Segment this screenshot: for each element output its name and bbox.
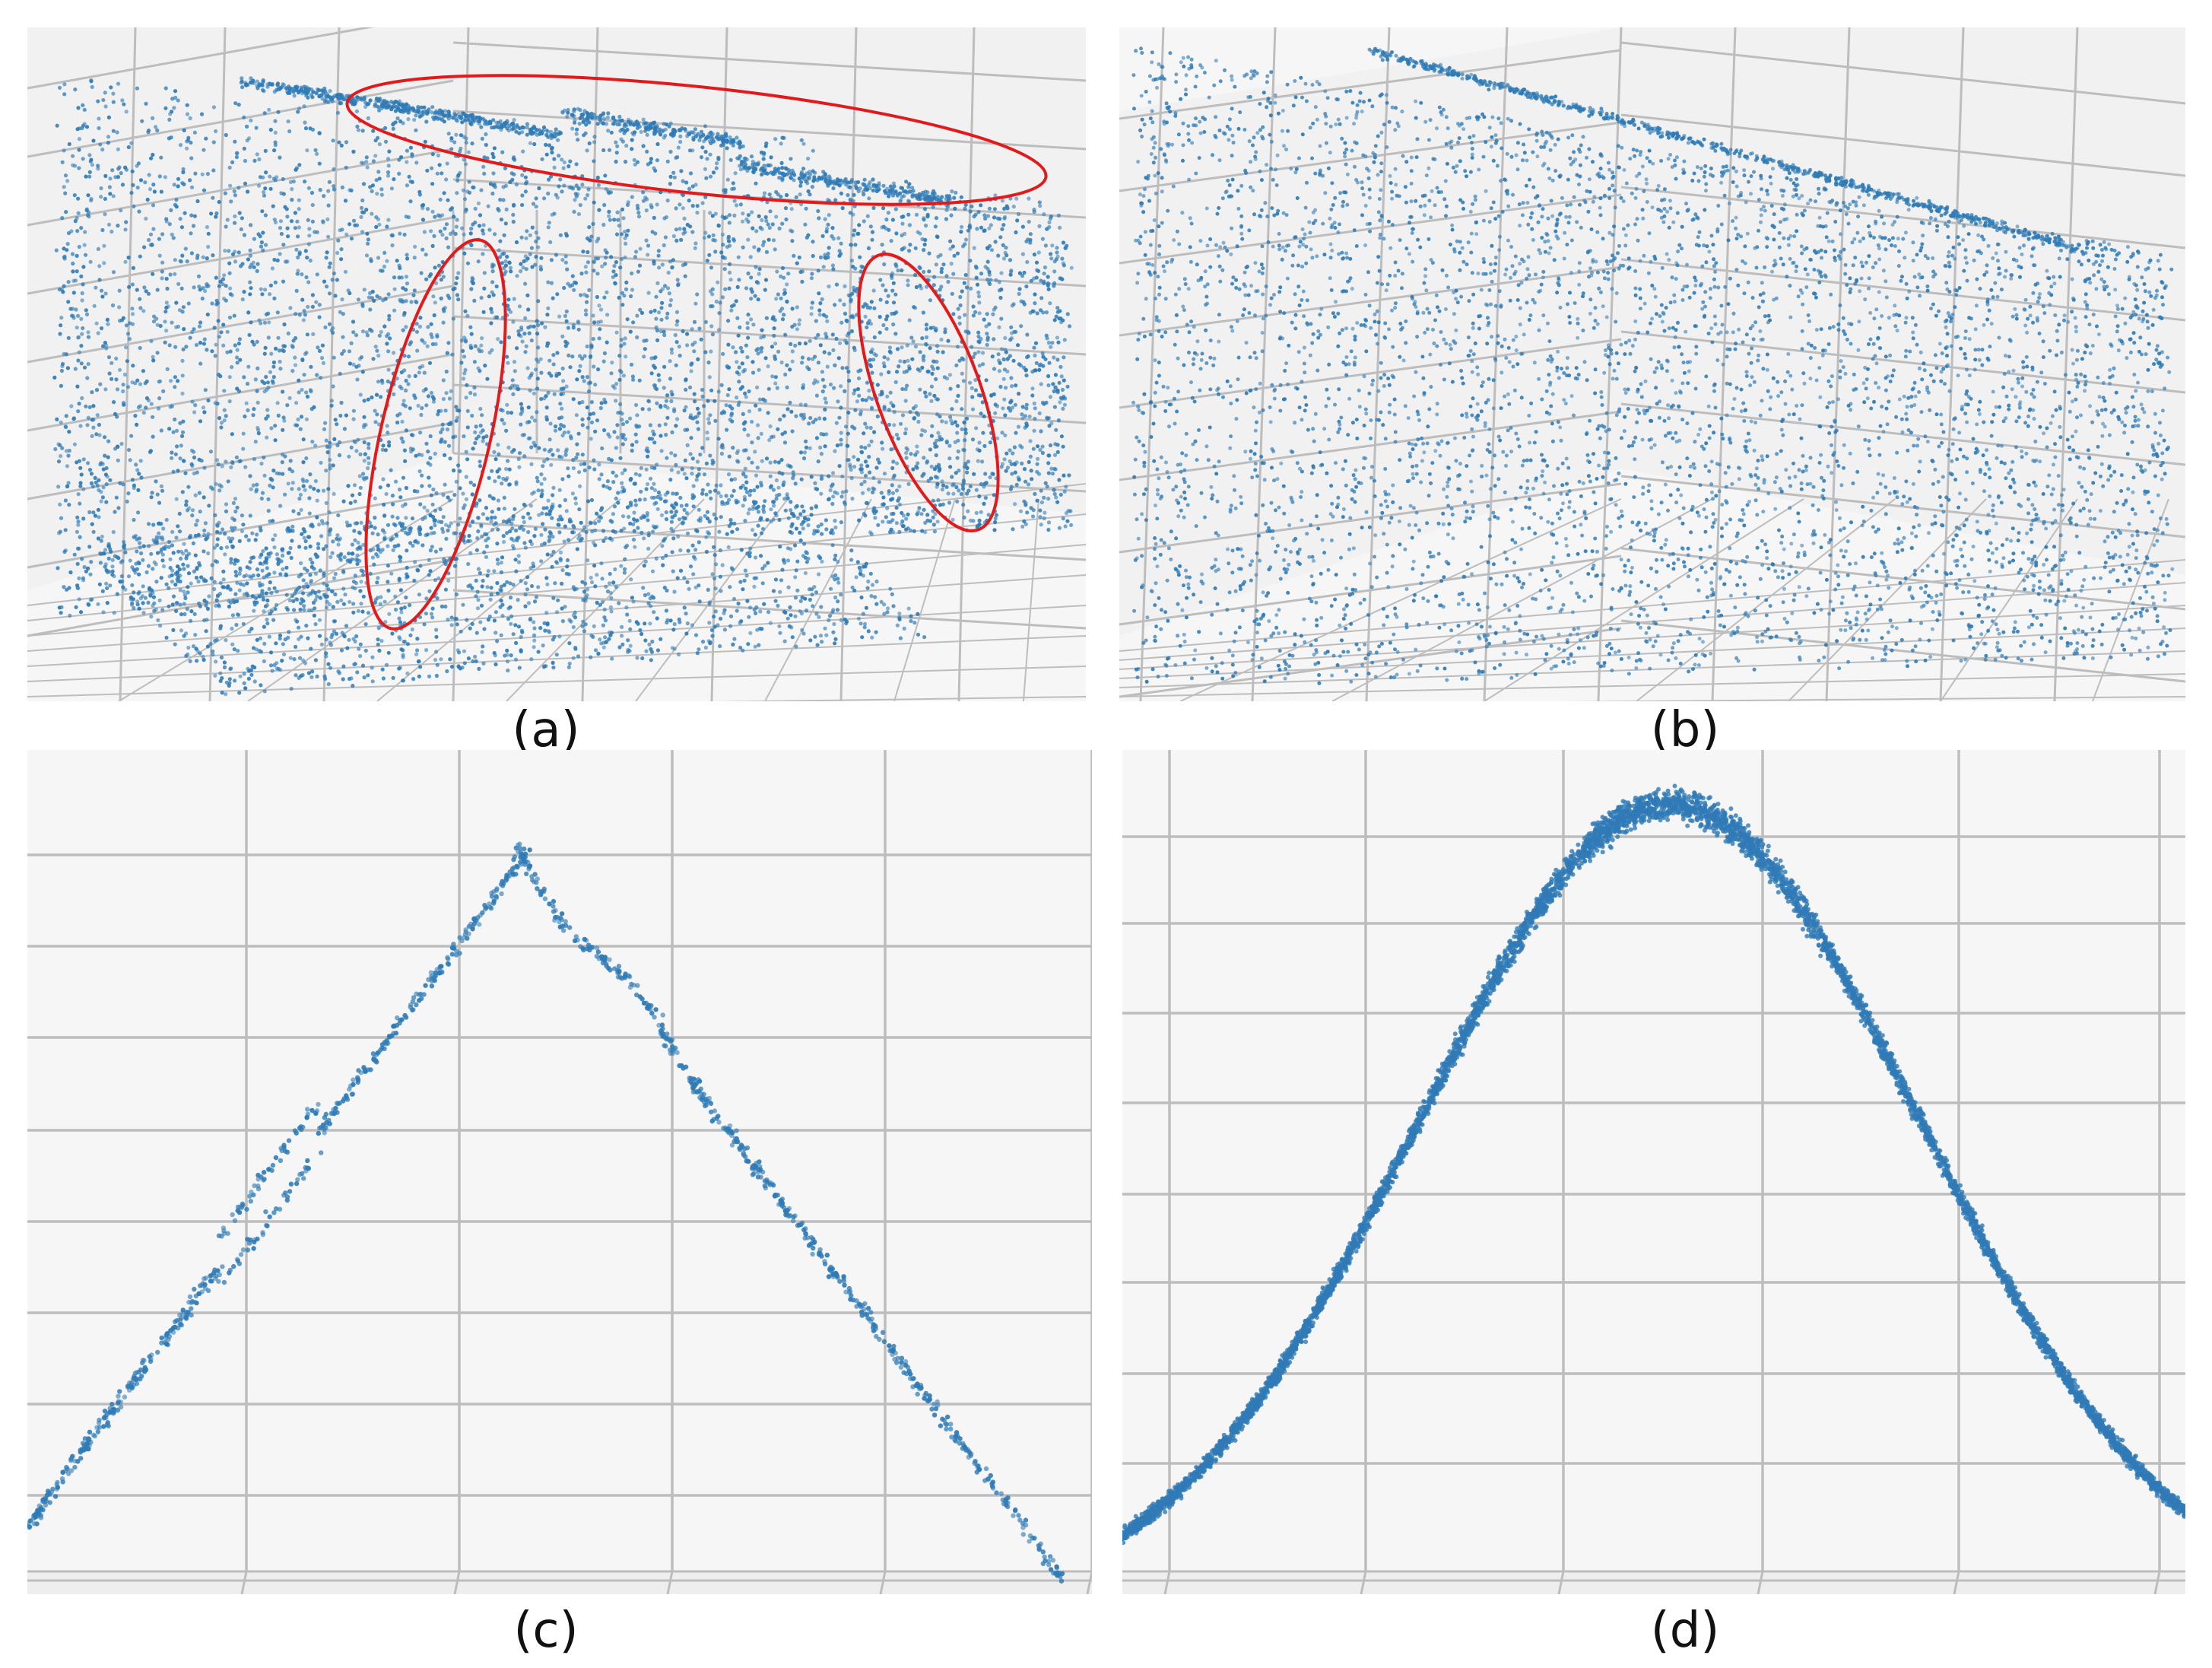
grid-line bbox=[2092, 498, 2169, 701]
grid-line bbox=[839, 27, 858, 701]
floor-tick bbox=[2153, 1571, 2161, 1594]
grid-line bbox=[27, 666, 1086, 697]
grid-line bbox=[1139, 27, 1165, 701]
back-wall bbox=[27, 27, 1086, 590]
grid-line bbox=[1620, 186, 2185, 249]
grid-line bbox=[27, 483, 1086, 606]
highlight-ellipse-top bbox=[345, 74, 1048, 206]
floor-tick bbox=[240, 1571, 248, 1594]
grid-line bbox=[1620, 113, 2185, 177]
grid-line bbox=[376, 498, 621, 701]
grid-line bbox=[1251, 27, 1277, 701]
grid-line bbox=[1620, 330, 2185, 394]
grid-line bbox=[322, 27, 341, 701]
grid-line bbox=[452, 246, 1086, 288]
grid-line bbox=[1119, 627, 2185, 679]
floor-pane bbox=[27, 1571, 1092, 1594]
profile-c bbox=[27, 750, 1092, 1594]
floor-pane bbox=[1122, 1571, 2185, 1594]
grid-line bbox=[118, 498, 454, 701]
grid-line bbox=[1119, 554, 1622, 626]
grid-line bbox=[27, 635, 1086, 682]
floor-tick bbox=[1360, 1571, 1367, 1594]
caption-a: (a) bbox=[512, 702, 580, 758]
grid-line bbox=[1620, 547, 2185, 611]
panel-b bbox=[1119, 27, 2185, 701]
caption-c: (c) bbox=[513, 1603, 579, 1659]
grid-line bbox=[1119, 482, 1622, 554]
data-points bbox=[1131, 46, 2175, 685]
grid-line bbox=[1119, 338, 1622, 409]
grid-line bbox=[1563, 696, 2185, 701]
grid-line bbox=[1119, 559, 2185, 652]
grid-line bbox=[1119, 605, 2185, 670]
highlight-ellipse-left bbox=[364, 238, 507, 631]
floor-tick bbox=[879, 1571, 887, 1594]
grid-line bbox=[1331, 498, 1713, 701]
grid-line bbox=[2053, 27, 2079, 701]
back-wall bbox=[1119, 27, 2185, 636]
grid-line bbox=[452, 110, 1086, 151]
floor-tick bbox=[1557, 1571, 1565, 1594]
caption-b: (b) bbox=[1650, 702, 1720, 758]
grid-line bbox=[1483, 27, 1509, 701]
grid-line bbox=[1023, 498, 1039, 701]
grid-line bbox=[1620, 475, 2185, 539]
grid-line bbox=[27, 27, 375, 90]
grid-line bbox=[1119, 410, 1622, 481]
floor-tick bbox=[1757, 1571, 1764, 1594]
grid-line bbox=[1484, 498, 1804, 701]
data-points bbox=[52, 76, 1074, 697]
floor-tick bbox=[1163, 1571, 1171, 1594]
grid-line bbox=[452, 383, 1086, 424]
data-points bbox=[27, 841, 1065, 1584]
data-points bbox=[1122, 783, 2185, 1546]
panel-d bbox=[1122, 750, 2185, 1594]
grid-line bbox=[1119, 49, 1622, 120]
grid-line bbox=[893, 498, 956, 701]
highlight-ellipse-right bbox=[857, 253, 1000, 532]
floor-tick bbox=[1953, 1571, 1960, 1594]
grid-line bbox=[452, 315, 1086, 356]
grid-line bbox=[1620, 402, 2185, 466]
floor-tick bbox=[1086, 1571, 1092, 1594]
panel-a bbox=[27, 27, 1086, 701]
grid-line bbox=[1119, 265, 1622, 337]
grid-line bbox=[1620, 258, 2185, 322]
grid-line bbox=[715, 696, 1086, 701]
caption-d: (d) bbox=[1650, 1603, 1720, 1659]
grid-line bbox=[1179, 498, 1622, 701]
grid-line bbox=[1620, 41, 2185, 105]
floor-tick bbox=[666, 1571, 674, 1594]
grid-line bbox=[1788, 498, 1987, 701]
grid-line bbox=[1365, 27, 1391, 701]
point-cloud-a bbox=[27, 27, 1086, 701]
grid-line bbox=[764, 498, 872, 701]
grid-line bbox=[1119, 673, 2185, 697]
grid-line bbox=[1620, 619, 2185, 683]
grid-line bbox=[1939, 27, 1965, 701]
floor-tick bbox=[453, 1571, 461, 1594]
point-cloud-b bbox=[1119, 27, 2185, 701]
grid-line bbox=[452, 41, 1086, 82]
panel-c bbox=[27, 750, 1092, 1594]
profile-d bbox=[1122, 750, 2185, 1594]
grid-line bbox=[581, 27, 599, 701]
grid-line bbox=[957, 27, 976, 701]
grid-line bbox=[1940, 498, 2078, 701]
grid-line bbox=[27, 558, 454, 637]
grid-line bbox=[247, 498, 538, 701]
grid-line bbox=[506, 498, 705, 701]
grid-line bbox=[452, 589, 1086, 630]
